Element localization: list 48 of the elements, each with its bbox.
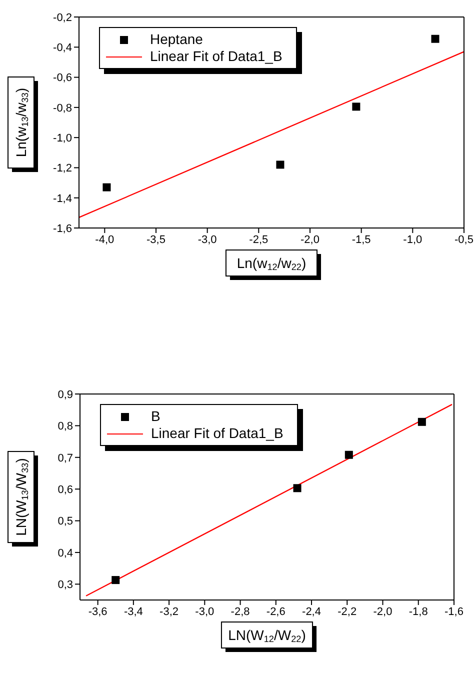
y-tick-label: 0,5 (58, 516, 73, 528)
x-tick-label: -1,5 (352, 234, 371, 246)
point (112, 576, 120, 584)
point (431, 34, 440, 43)
point (276, 160, 284, 169)
legend-label: B (151, 408, 160, 425)
x-tick-label: -4,0 (95, 234, 114, 246)
x-axis-title: Ln(w$_{12}$/w$_{22}$) (236, 255, 306, 272)
x-tick-label: -3,2 (160, 606, 179, 618)
x-axis-title: LN(W$_{12}$/W$_{22}$) (228, 627, 306, 644)
x-tick-label: -2,6 (266, 606, 286, 618)
y-tick-label: 0,6 (58, 484, 73, 496)
y-tick-label: -1,0 (53, 132, 72, 144)
y-tick-label: -0,6 (53, 72, 72, 84)
legend-label: Linear Fit of Data1_B (151, 425, 284, 442)
y-tick-label: -1,6 (53, 222, 72, 235)
y-tick-label: -1,2 (53, 162, 72, 175)
x-tick-label: -0,5 (454, 234, 474, 246)
y-tick-label: 0,3 (58, 579, 73, 592)
x-tick-label: -2,5 (249, 234, 268, 246)
x-tick-label: -1,0 (403, 234, 422, 246)
point (293, 484, 302, 492)
y-tick-label: 0,7 (58, 452, 73, 464)
x-tick-label: -3,6 (88, 606, 108, 618)
x-tick-label: -2,0 (300, 234, 320, 246)
x-tick-label: -3,4 (124, 606, 143, 618)
x-tick-label: -1,6 (444, 606, 464, 618)
x-tick-label: -3,0 (195, 606, 214, 618)
x-tick-label: -3,0 (198, 234, 217, 246)
y-tick-label: 0,9 (58, 388, 73, 401)
y-tick-label: -0,2 (53, 12, 72, 24)
x-tick-label: -3,5 (146, 234, 166, 246)
y-tick-label: -0,4 (53, 42, 72, 54)
x-tick-label: -2,4 (302, 606, 321, 618)
point (352, 102, 360, 111)
y-tick-label: 0,8 (58, 420, 73, 433)
legend-label: Heptane (150, 31, 203, 48)
x-tick-label: -2,8 (230, 606, 250, 618)
x-tick-label: -1,8 (408, 606, 428, 618)
y-tick-label: -1,4 (53, 192, 72, 205)
y-tick-label: 0,4 (58, 547, 73, 560)
point (102, 183, 111, 192)
point (344, 450, 353, 459)
x-tick-label: -2,0 (373, 606, 392, 618)
legend-label: Linear Fit of Data1_B (150, 48, 282, 65)
point (418, 418, 426, 426)
x-tick-label: -2,2 (338, 606, 357, 618)
y-tick-label: -0,8 (53, 102, 72, 114)
